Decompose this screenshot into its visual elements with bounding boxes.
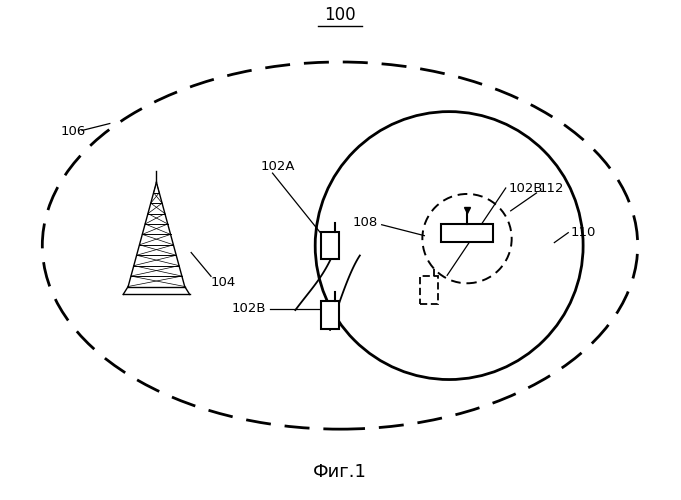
Text: 106: 106 xyxy=(60,125,85,138)
Text: 102В: 102В xyxy=(509,182,543,194)
Text: 102А: 102А xyxy=(261,160,295,172)
Text: 108: 108 xyxy=(353,216,378,229)
Text: Фиг.1: Фиг.1 xyxy=(313,462,367,480)
Text: 110: 110 xyxy=(570,226,596,239)
Text: 102В: 102В xyxy=(231,302,266,314)
Text: 100: 100 xyxy=(324,6,355,25)
Text: 112: 112 xyxy=(539,182,564,194)
Bar xyxy=(321,301,339,329)
Bar xyxy=(321,232,339,260)
Bar xyxy=(441,224,493,242)
Text: 104: 104 xyxy=(211,276,236,289)
Bar xyxy=(420,276,439,304)
